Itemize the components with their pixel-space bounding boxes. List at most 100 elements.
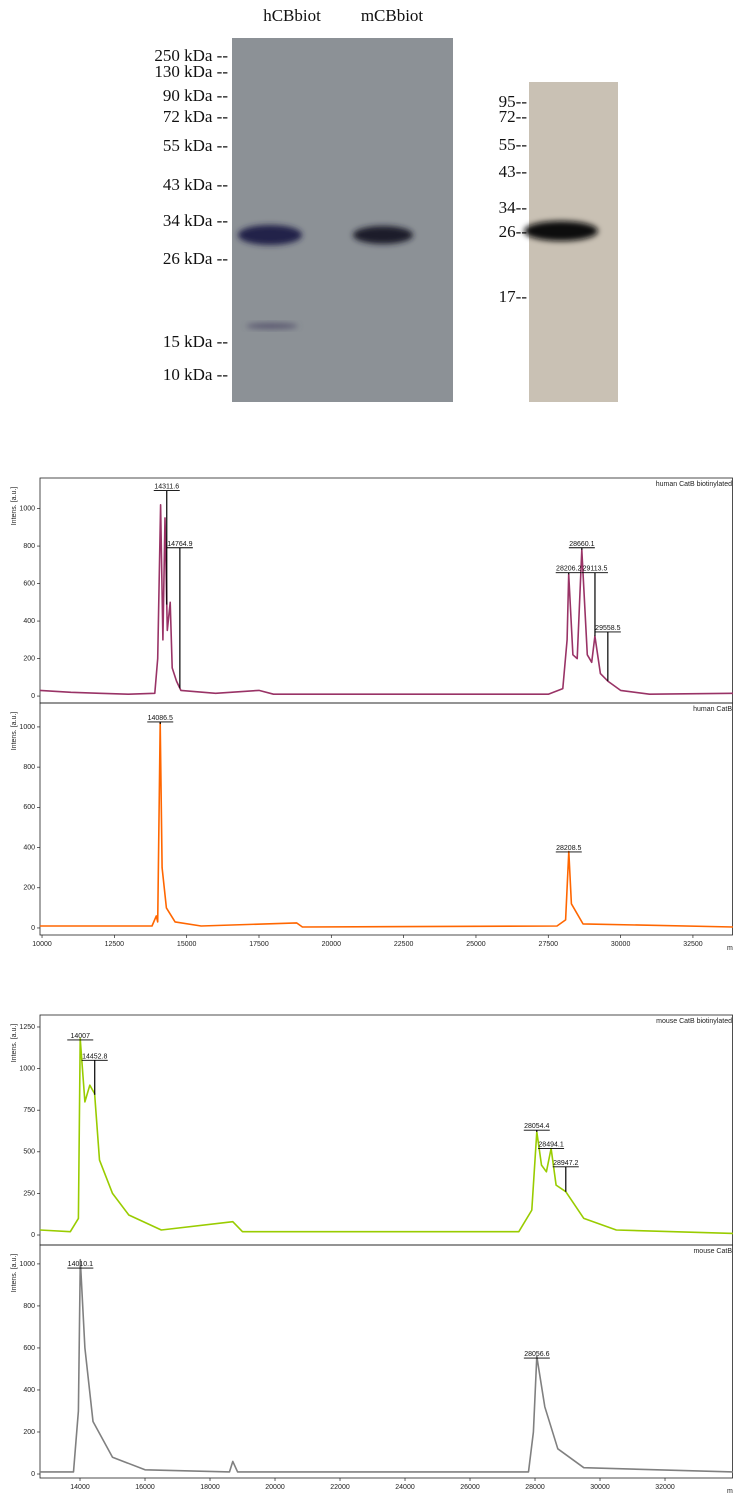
peak-label: 28054.4 [524,1123,549,1130]
y-tick-label: 1000 [19,505,35,512]
x-tick-label: 26000 [460,1484,480,1491]
spectra: human CatB biotinylated Intens. [a.u.] 0 20… [11,478,733,1495]
marker-label: 55-- [499,135,528,154]
plot-title: mouse CatB [693,1248,732,1255]
marker-label: 26 kDa -- [163,249,228,268]
marker-label: 17-- [499,287,528,306]
marker-label: 34-- [499,198,528,217]
y-tick-label: 800 [23,1303,35,1310]
x-tick-label: 27500 [539,941,559,948]
y-axis-label: Intens. [a.u.] [11,712,18,751]
y-axis-label: Intens. [a.u.] [11,1254,18,1293]
marker-label: 72-- [499,107,528,126]
y-axis-label: Intens. [a.u.] [11,1024,18,1063]
peak-label: 14010.1 [68,1261,93,1268]
y-tick-label: 750 [23,1107,35,1114]
y-axis-label: Intens. [a.u.] [11,487,18,526]
y-tick-label: 200 [23,885,35,892]
peak-label: 14452.8 [82,1053,107,1060]
spectrum [40,1039,733,1234]
band [353,226,413,244]
marker-label: 34 kDa -- [163,211,228,230]
x-tick-label: 17500 [249,941,269,948]
x-tick-label: 15000 [177,941,197,948]
y-tick-label: 250 [23,1190,35,1197]
x-axis-label: m/z [727,945,733,952]
y-tick-label: 1000 [19,1261,35,1268]
y-tick-label: 800 [23,764,35,771]
x-tick-label: 30000 [611,941,631,948]
peak-label: 28947.2 [553,1160,578,1167]
plot-title: human CatB [693,706,732,713]
marker-label: 130 kDa -- [154,62,228,81]
peak-label: 14764.9 [167,541,192,548]
lane-label: mCBbiot [361,6,424,25]
marker-label: 43-- [499,162,528,181]
y-tick-label: 600 [23,580,35,587]
marker-label: 72 kDa -- [163,107,228,126]
gel-image [232,38,453,402]
y-tick-label: 1000 [19,1065,35,1072]
marker-label: 15 kDa -- [163,332,228,351]
band [524,221,598,241]
y-tick-label: 400 [23,618,35,625]
peak-label: 28206.2 [556,566,581,573]
peak-label: 28494.1 [538,1141,563,1148]
peak-label: 28660.1 [569,541,594,548]
x-tick-label: 20000 [322,941,342,948]
x-tick-label: 14000 [70,1484,90,1491]
y-tick-label: 0 [31,925,35,932]
y-tick-label: 400 [23,1387,35,1394]
marker-label: 43 kDa -- [163,175,228,194]
x-tick-label: 32000 [655,1484,675,1491]
x-tick-label: 18000 [200,1484,220,1491]
gel-1 [232,38,453,402]
y-tick-label: 400 [23,844,35,851]
x-tick-label: 22000 [330,1484,350,1491]
figure: hCBbiotmCBbiot250 kDa --130 kDa --90 kDa… [0,0,733,1495]
x-tick-label: 24000 [395,1484,415,1491]
peak-label: 28056.6 [524,1351,549,1358]
x-tick-label: 32500 [683,941,703,948]
plot-title: human CatB biotinylated [656,481,732,488]
marker-label: 90 kDa -- [163,86,228,105]
x-axis-label: m/z [727,1488,733,1495]
peak-label: 28208.5 [556,845,581,852]
y-tick-label: 600 [23,804,35,811]
y-tick-label: 1250 [19,1024,35,1031]
y-tick-label: 200 [23,655,35,662]
gel-2 [524,82,618,402]
y-tick-label: 500 [23,1149,35,1156]
marker-label: 10 kDa -- [163,365,228,384]
x-tick-label: 10000 [32,941,52,948]
peak-label: 14311.6 [154,484,179,491]
spectrum [40,723,733,927]
spectrum [40,1260,733,1472]
plot-frame [40,1015,733,1245]
y-tick-label: 0 [31,693,35,700]
peak-label: 14086.5 [148,715,173,722]
y-tick-label: 200 [23,1429,35,1436]
x-tick-label: 28000 [525,1484,545,1491]
spectrum [40,505,733,694]
plot-title: mouse CatB biotinylated [656,1018,732,1025]
band [246,323,298,329]
band [238,225,302,245]
y-tick-label: 1000 [19,724,35,731]
plot-frame [40,1245,733,1478]
plot-frame [40,703,733,935]
x-tick-label: 12500 [105,941,125,948]
x-tick-label: 20000 [265,1484,285,1491]
x-tick-label: 25000 [466,941,486,948]
peak-label: 29113.5 [583,566,608,573]
x-tick-label: 22500 [394,941,414,948]
y-tick-label: 0 [31,1471,35,1478]
y-tick-label: 600 [23,1345,35,1352]
gel-image [529,82,618,402]
marker-label: 26-- [499,222,528,241]
lane-label: hCBbiot [263,6,321,25]
marker-label: 55 kDa -- [163,136,228,155]
plot-frame [40,478,733,703]
peak-label: 29558.5 [595,625,620,632]
y-tick-label: 800 [23,543,35,550]
